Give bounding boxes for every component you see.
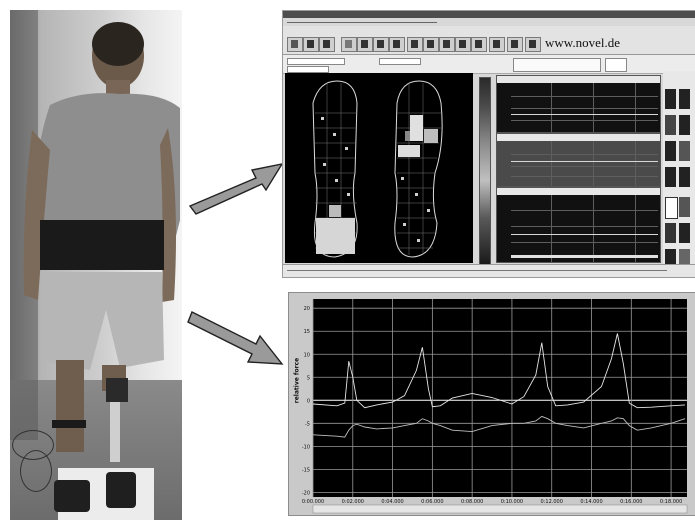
y-tick-label: -15	[302, 467, 310, 473]
x-tick-label: 0:06.000	[421, 499, 443, 505]
url-text[interactable]: www.novel.de	[545, 35, 620, 50]
pressure-software-window: www.novel.de	[282, 10, 695, 278]
chart-button[interactable]	[423, 37, 439, 52]
pressure-map-panel	[285, 73, 473, 263]
y-tick-label: 20	[304, 306, 310, 312]
insole-pressure-map	[312, 80, 443, 258]
new-file-button[interactable]	[287, 37, 303, 52]
x-tick-label: 0:02.000	[342, 499, 364, 505]
x-tick-label: 0:18.000	[660, 499, 682, 505]
x-tick-label: 0:12.000	[541, 499, 563, 505]
record-button[interactable]	[341, 37, 357, 52]
arrow-to-software-icon	[188, 162, 284, 215]
cable-loop	[20, 450, 52, 492]
grid-button[interactable]	[407, 37, 423, 52]
options-row	[283, 55, 695, 74]
zoom-button[interactable]	[389, 37, 405, 52]
y-tick-label: 5	[307, 375, 310, 381]
series-line-2	[312, 415, 686, 438]
force-plot-3	[496, 187, 661, 263]
menu-bar	[283, 19, 463, 26]
export-button[interactable]	[455, 37, 471, 52]
open-button[interactable]	[303, 37, 319, 52]
x-tick-label: 0:16.000	[620, 499, 642, 505]
save-button[interactable]	[319, 37, 335, 52]
y-tick-label: 10	[304, 352, 310, 358]
stats-button[interactable]	[439, 37, 455, 52]
window-title-bar	[283, 11, 695, 18]
y-tick-label: 0	[307, 398, 310, 404]
play-button[interactable]	[357, 37, 373, 52]
y-tick-label: -20	[302, 490, 310, 496]
x-tick-label: 0:00.000	[302, 499, 324, 505]
y-axis-label: relative force	[293, 357, 301, 404]
plot-area	[313, 299, 687, 497]
status-bar	[283, 264, 695, 277]
x-tick-label: 0:08.000	[461, 499, 483, 505]
x-tick-label: 0:10.000	[501, 499, 523, 505]
help-button[interactable]	[525, 37, 541, 52]
info-button[interactable]	[507, 37, 523, 52]
force-plot-1	[496, 75, 661, 133]
x-tick-label: 0:14.000	[580, 499, 602, 505]
person-figure	[23, 22, 180, 512]
force-chart: 20 15 10 5 0 -5 -10 -15 -20 0:00.000 0:02.000 0:04…	[302, 299, 688, 514]
force-plot-2	[496, 133, 661, 187]
experiment-photo	[10, 10, 182, 520]
x-tick-label: 0:04.000	[381, 499, 403, 505]
arrow-to-chart-icon	[187, 311, 284, 365]
force-chart-window: relative force 20 15 10 5 0 -5 -10 -15 -20 0:00.…	[288, 292, 695, 516]
y-tick-label: -10	[302, 444, 310, 450]
stop-button[interactable]	[373, 37, 389, 52]
print-button[interactable]	[471, 37, 487, 52]
pressure-color-scale	[479, 77, 491, 265]
series-line-1	[312, 333, 686, 409]
y-tick-label: 15	[304, 329, 310, 335]
thumbnail-column	[663, 71, 695, 269]
settings-button[interactable]	[489, 37, 505, 52]
y-tick-label: -5	[305, 421, 310, 427]
chart-scrollbar[interactable]	[312, 504, 688, 514]
